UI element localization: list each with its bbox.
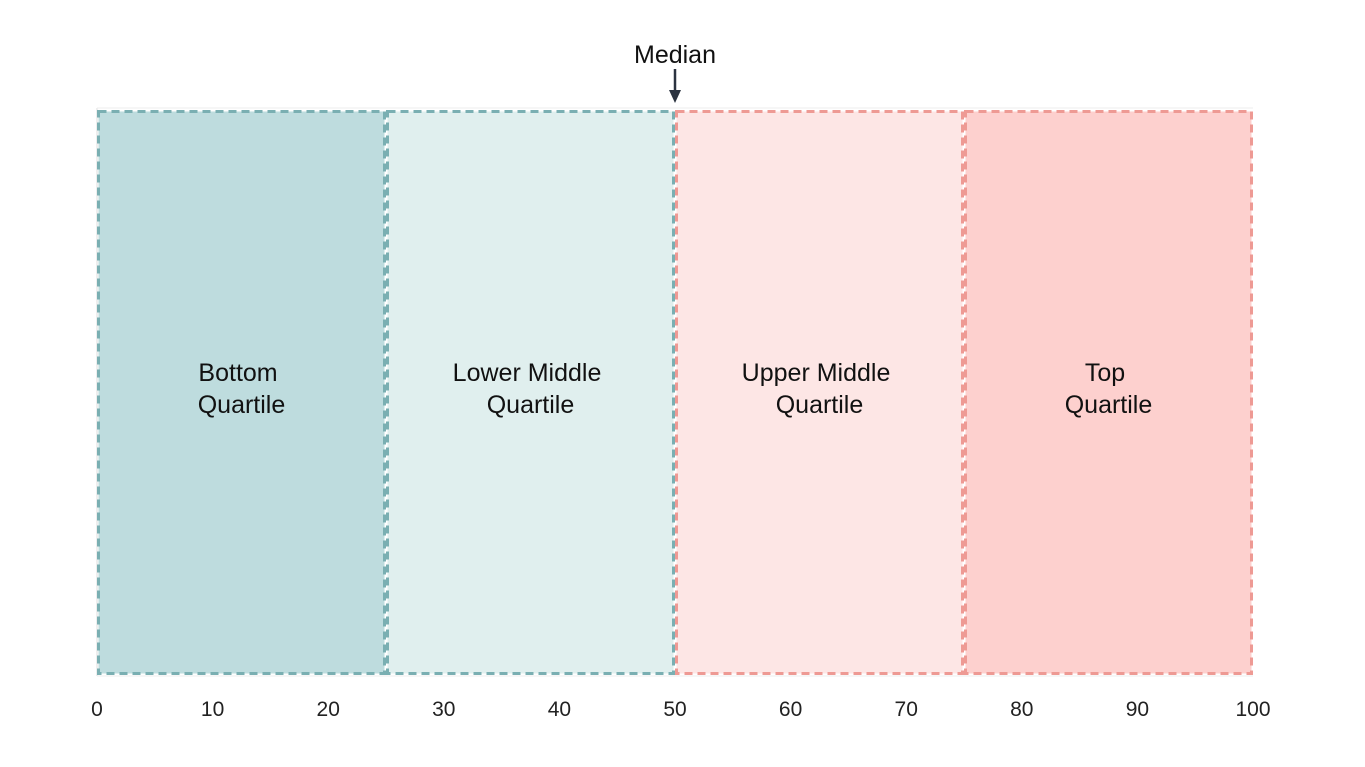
x-tick-label: 100 [1235, 698, 1270, 721]
svg-text:Upper Middle Quartile: Upper Middle Quartile [742, 359, 898, 419]
quartile-bottom-label-line1: Bottom [198, 359, 277, 387]
x-tick-label: 70 [895, 698, 918, 721]
svg-text:Top Quartile: Top Quartile [1065, 359, 1153, 419]
quartile-upper-middle-label-line2: Quartile [776, 391, 864, 419]
quartile-top-box [964, 110, 1253, 675]
quartile-top: Top Quartile [964, 110, 1253, 675]
x-tick-label: 60 [779, 698, 802, 721]
quartile-upper-middle-label-line1: Upper Middle [742, 359, 891, 387]
quartile-lower-middle-box [386, 110, 675, 675]
median-marker: Median [634, 41, 716, 103]
svg-text:Bottom Quartile: Bottom Quartile [198, 359, 286, 419]
x-tick-label: 90 [1126, 698, 1149, 721]
x-tick-label: 80 [1010, 698, 1033, 721]
x-tick-label: 40 [548, 698, 571, 721]
quartile-lower-middle-label-line2: Quartile [487, 391, 575, 419]
quartile-bottom-box [97, 110, 386, 675]
x-axis-ticks: 0 10 20 30 40 50 60 70 80 90 100 [91, 698, 1270, 721]
x-tick-label: 50 [663, 698, 686, 721]
quartile-bottom-label-line2: Quartile [198, 391, 286, 419]
x-tick-label: 30 [432, 698, 455, 721]
median-label: Median [634, 41, 716, 69]
svg-text:Lower Middle Quartile: Lower Middle Quartile [453, 359, 609, 419]
quartile-lower-middle: Lower Middle Quartile [386, 110, 675, 675]
x-tick-label: 0 [91, 698, 103, 721]
quartile-upper-middle-box [675, 110, 964, 675]
x-tick-label: 20 [317, 698, 340, 721]
quartile-bottom: Bottom Quartile [97, 110, 386, 675]
quartile-upper-middle: Upper Middle Quartile [675, 110, 964, 675]
quartile-top-label-line1: Top [1085, 359, 1125, 387]
median-arrow-icon [669, 90, 681, 103]
quartile-top-label-line2: Quartile [1065, 391, 1153, 419]
x-tick-label: 10 [201, 698, 224, 721]
quartile-lower-middle-label-line1: Lower Middle [453, 359, 602, 387]
